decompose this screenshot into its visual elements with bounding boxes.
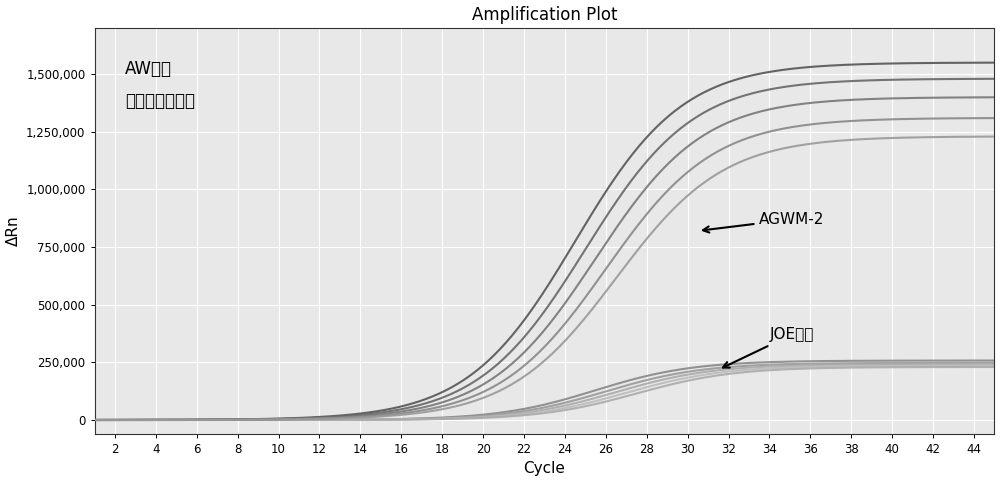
X-axis label: Cycle: Cycle <box>524 461 565 476</box>
Text: AGWM-2: AGWM-2 <box>703 212 825 232</box>
Y-axis label: ΔRn: ΔRn <box>6 215 21 246</box>
Title: Amplification Plot: Amplification Plot <box>472 6 617 24</box>
Text: 试剂盒的精密度: 试剂盒的精密度 <box>125 93 195 110</box>
Text: AW体系: AW体系 <box>125 60 172 78</box>
Text: JOE信号: JOE信号 <box>723 327 814 368</box>
